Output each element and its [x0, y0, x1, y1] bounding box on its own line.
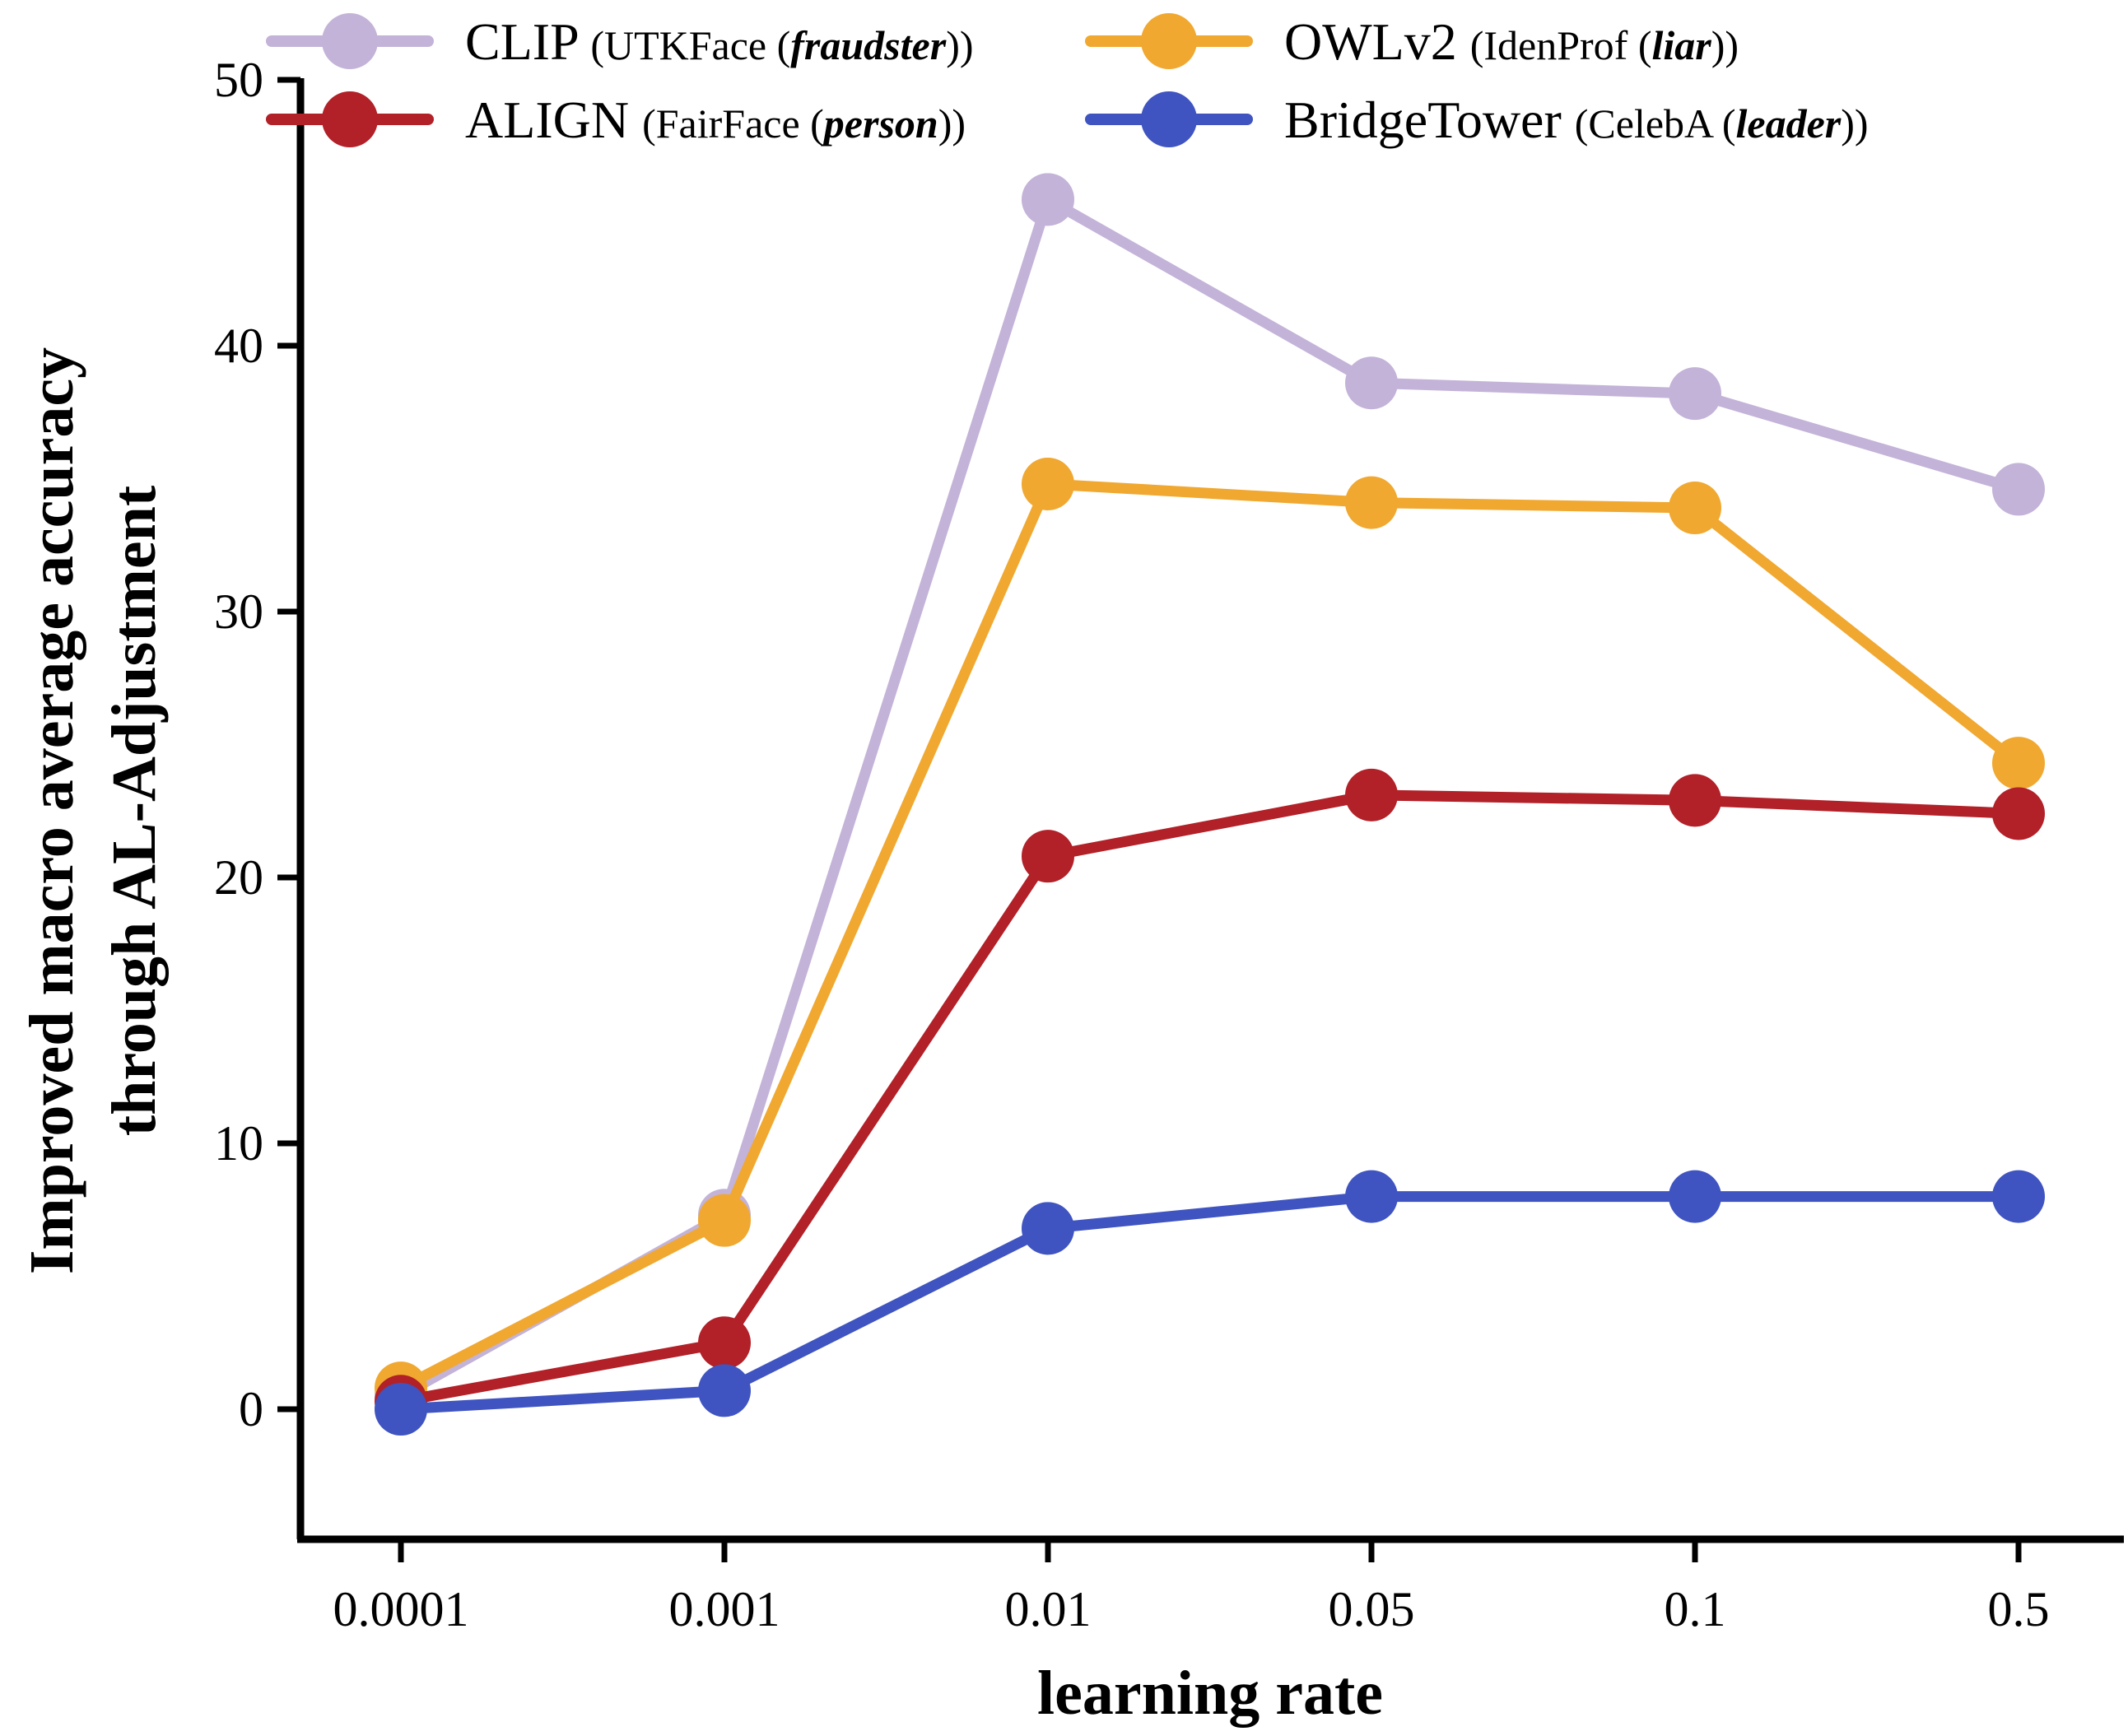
data-point — [1022, 1202, 1074, 1255]
data-point — [1022, 173, 1074, 226]
legend-item-bridgetower: BridgeTower (CelebA (leader)) — [1085, 91, 1869, 149]
data-point — [375, 1383, 427, 1436]
x-tick-label: 0.05 — [1329, 1582, 1415, 1636]
series-align — [375, 768, 2045, 1428]
data-point — [1345, 1170, 1398, 1223]
legend-marker — [1141, 91, 1197, 147]
legend-marker — [322, 91, 378, 147]
legend-item-owlv2: OWLv2 (IdenProf (liar)) — [1085, 12, 1739, 71]
x-tick-label: 0.1 — [1665, 1582, 1726, 1636]
series-line — [395, 789, 2024, 1407]
data-point — [1669, 367, 1721, 421]
data-point — [1345, 768, 1398, 821]
series-owlv2 — [375, 457, 2045, 1415]
data-point — [698, 1316, 751, 1370]
series-layer — [375, 173, 2045, 1436]
x-tick-label: 0.001 — [669, 1582, 780, 1636]
data-point — [698, 1194, 751, 1247]
legend-marker — [322, 13, 378, 69]
y-tick-label: 10 — [214, 1116, 263, 1171]
x-axis-title: learning rate — [1037, 1659, 1383, 1728]
data-point — [1992, 1170, 2045, 1223]
legend: CLIP (UTKFace (fraudster)) OWLv2 (IdenPro… — [266, 12, 1869, 149]
y-tick-label: 50 — [214, 53, 263, 107]
series-bridgetower — [375, 1170, 2045, 1436]
legend-item-clip: CLIP (UTKFace (fraudster)) — [266, 12, 974, 71]
legend-item-align: ALIGN (FairFace (person)) — [266, 91, 966, 149]
series-clip — [375, 173, 2045, 1422]
data-point — [1992, 737, 2045, 790]
data-point — [1345, 356, 1398, 410]
y-axis-title: Improved macro average accuracy through … — [17, 347, 169, 1274]
series-line — [395, 478, 2024, 1394]
series-line — [395, 1191, 2024, 1415]
x-ticks: 0.0001 0.001 0.01 0.05 0.1 0.5 — [333, 1539, 2050, 1636]
x-tick-label: 0.5 — [1988, 1582, 2050, 1636]
data-point — [1669, 774, 1721, 827]
y-tick-label: 40 — [214, 319, 263, 373]
x-tick-label: 0.0001 — [333, 1582, 469, 1636]
data-point — [1992, 463, 2045, 516]
y-tick-label: 30 — [214, 584, 263, 639]
y-ticks: 0 10 20 30 40 50 — [214, 53, 300, 1436]
data-point — [1992, 787, 2045, 840]
data-point — [1669, 482, 1721, 535]
data-point — [698, 1364, 751, 1417]
axes — [296, 78, 2124, 1543]
y-tick-label: 0 — [239, 1382, 263, 1436]
x-tick-label: 0.01 — [1005, 1582, 1092, 1636]
legend-label: BridgeTower (CelebA (leader)) — [1284, 91, 1869, 149]
legend-label: CLIP (UTKFace (fraudster)) — [465, 12, 974, 71]
y-axis-title-line-2: through AL-Adjustment — [100, 486, 169, 1136]
y-axis-title-line-1: Improved macro average accuracy — [17, 347, 86, 1274]
legend-label: OWLv2 (IdenProf (liar)) — [1284, 12, 1739, 71]
legend-label: ALIGN (FairFace (person)) — [465, 91, 966, 149]
y-tick-label: 20 — [214, 850, 263, 905]
data-point — [1669, 1170, 1721, 1223]
data-point — [1022, 457, 1074, 510]
data-point — [1022, 830, 1074, 883]
legend-marker — [1141, 13, 1197, 69]
data-point — [1345, 476, 1398, 529]
